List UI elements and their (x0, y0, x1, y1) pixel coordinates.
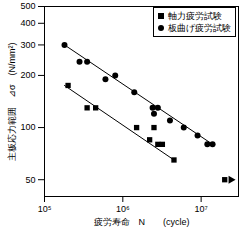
html-text:軸力疲労試験: 軸力疲労試験 (168, 11, 222, 21)
svg-text:10⁶: 10⁶ (116, 204, 130, 214)
svg-text:疲労寿命 N (cycle): 疲労寿命 N (cycle) (94, 217, 190, 227)
svg-text:500: 500 (20, 1, 35, 11)
svg-text:200: 200 (20, 70, 35, 80)
svg-text:主板応力範囲 ⊿σ (N/mm²): 主板応力範囲 ⊿σ (N/mm²) (7, 42, 17, 160)
svg-text:50: 50 (25, 175, 35, 185)
html-text:板曲げ疲労試験: 板曲げ疲労試験 (168, 23, 231, 33)
svg-text:10⁵: 10⁵ (38, 204, 52, 214)
svg-text:400: 400 (20, 18, 35, 28)
svg-text:10⁷: 10⁷ (194, 204, 207, 214)
svg-text:300: 300 (20, 40, 35, 50)
svg-text:100: 100 (20, 122, 35, 132)
